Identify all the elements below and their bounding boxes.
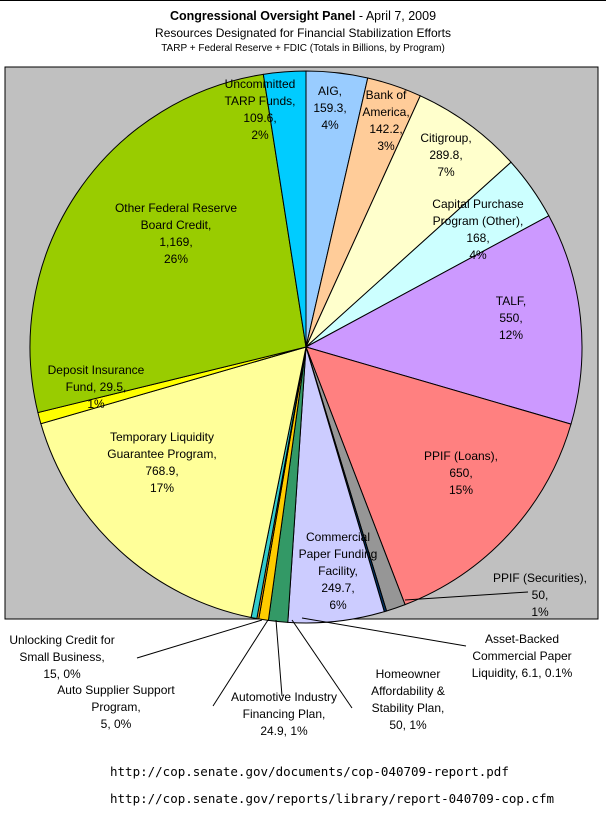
slice-label: Homeowner Affordability & Stability Plan, 5… <box>371 667 445 732</box>
slice-label: Auto Supplier Support Program, 5, 0% <box>57 683 175 731</box>
slice-label: AIG, 159.3, 4% <box>313 84 346 132</box>
leader-line <box>291 619 353 709</box>
slice-label: Capital Purchase Program (Other), 168, 4% <box>432 197 524 262</box>
leader-line <box>404 591 529 601</box>
slice-label: PPIF (Securities), 50, 1% <box>493 571 587 619</box>
chart-title: Congressional Oversight Panel - April 7,… <box>0 9 606 23</box>
pie-slice <box>304 215 583 425</box>
slice-label: TALF, 550, 12% <box>496 294 526 342</box>
pie-slice <box>40 346 307 619</box>
slice-label: Commercial Paper Funding Facility, 249.7, 6% <box>299 530 378 612</box>
report-url-pdf[interactable]: http://cop.senate.gov/documents/cop-0407… <box>110 764 509 779</box>
report-url-cfm[interactable]: http://cop.senate.gov/reports/library/re… <box>110 791 555 806</box>
pie-slice <box>29 73 307 414</box>
slice-label: Uncommitted TARP Funds, 109.6, 2% <box>225 77 296 142</box>
pie-slice <box>305 95 512 348</box>
slice-label: Automotive Industry Financing Plan, 24.9, … <box>231 690 337 738</box>
chart-title-bold: Congressional Oversight Panel <box>169 9 356 23</box>
pie-slice <box>262 70 307 348</box>
leader-line <box>275 619 283 697</box>
slice-label: PPIF (Loans), 650, 15% <box>424 449 498 497</box>
slice-label: Bank of America, 142.2, 3% <box>362 88 409 153</box>
chart-title-date: - April 7, 2009 <box>355 9 437 23</box>
leader-line <box>212 619 269 707</box>
leader-line <box>136 619 263 659</box>
leader-line <box>301 617 467 647</box>
top-border <box>0 0 606 1</box>
slice-label: Temporary Liquidity Guarantee Program, 768… <box>107 430 216 495</box>
chart-subtitle: Resources Designated for Financial Stabi… <box>155 26 451 40</box>
slice-label: Unlocking Credit for Small Business, 15, 0… <box>9 633 114 681</box>
slice-label: Asset-Backed Commercial Paper Liquidity, 6… <box>472 632 573 680</box>
slice-label: Deposit Insurance Fund, 29.5, 1% <box>48 363 145 411</box>
pie-slice <box>305 346 572 606</box>
slice-label: Other Federal Reserve Board Credit, 1,169,… <box>115 201 237 266</box>
slice-label: Citigroup, 289.8, 7% <box>420 131 471 179</box>
chart-note: TARP + Federal Reserve + FDIC (Totals in… <box>161 43 445 54</box>
